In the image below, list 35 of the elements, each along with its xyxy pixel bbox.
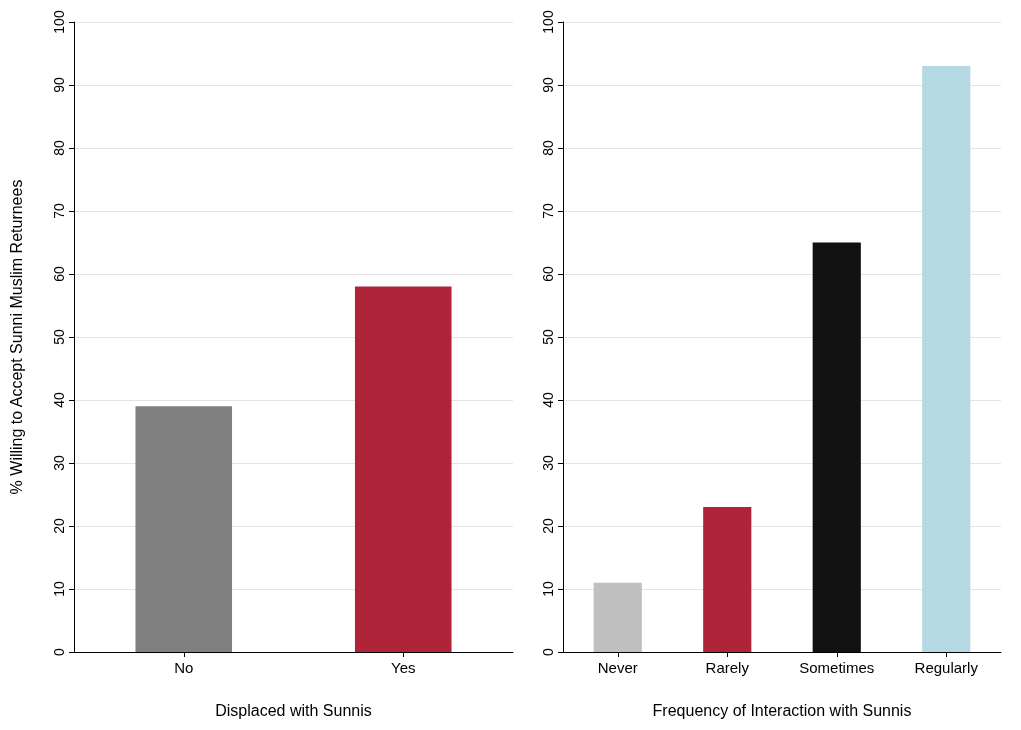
x-tick-label: Never: [597, 659, 638, 676]
y-tick-label: 0: [51, 647, 67, 656]
y-tick-label: 30: [540, 455, 556, 471]
bar: [812, 242, 861, 652]
x-tick-label: No: [174, 659, 194, 676]
y-tick-label: 60: [51, 266, 67, 282]
y-tick-label: 10: [540, 581, 556, 597]
x-tick-label: Yes: [391, 659, 416, 676]
y-tick-label: 100: [51, 10, 67, 34]
y-tick-label: 20: [540, 518, 556, 534]
y-tick-label: 90: [540, 77, 556, 93]
y-tick-label: 90: [51, 77, 67, 93]
x-axis-title: Frequency of Interaction with Sunnis: [652, 701, 912, 719]
y-tick-label: 40: [540, 392, 556, 408]
x-tick-label: Rarely: [705, 659, 750, 676]
x-tick-label: Regularly: [914, 659, 979, 676]
y-axis-title: % Willing to Accept Sunni Muslim Returnees: [7, 179, 25, 495]
y-tick-label: 70: [540, 203, 556, 219]
y-tick-label: 70: [51, 203, 67, 219]
y-tick-label: 50: [540, 329, 556, 345]
y-tick-label: 20: [51, 518, 67, 534]
y-tick-label: 0: [540, 647, 556, 656]
bar: [922, 66, 971, 652]
y-tick-label: 10: [51, 581, 67, 597]
y-tick-label: 60: [540, 266, 556, 282]
bar: [703, 507, 752, 652]
y-tick-label: 30: [51, 455, 67, 471]
y-tick-label: 100: [540, 10, 556, 34]
bar: [593, 582, 642, 652]
x-tick-label: Sometimes: [799, 659, 875, 676]
y-tick-label: 80: [540, 140, 556, 156]
y-tick-label: 80: [51, 140, 67, 156]
x-axis-title: Displaced with Sunnis: [215, 701, 372, 719]
y-tick-label: 50: [51, 329, 67, 345]
y-tick-label: 40: [51, 392, 67, 408]
